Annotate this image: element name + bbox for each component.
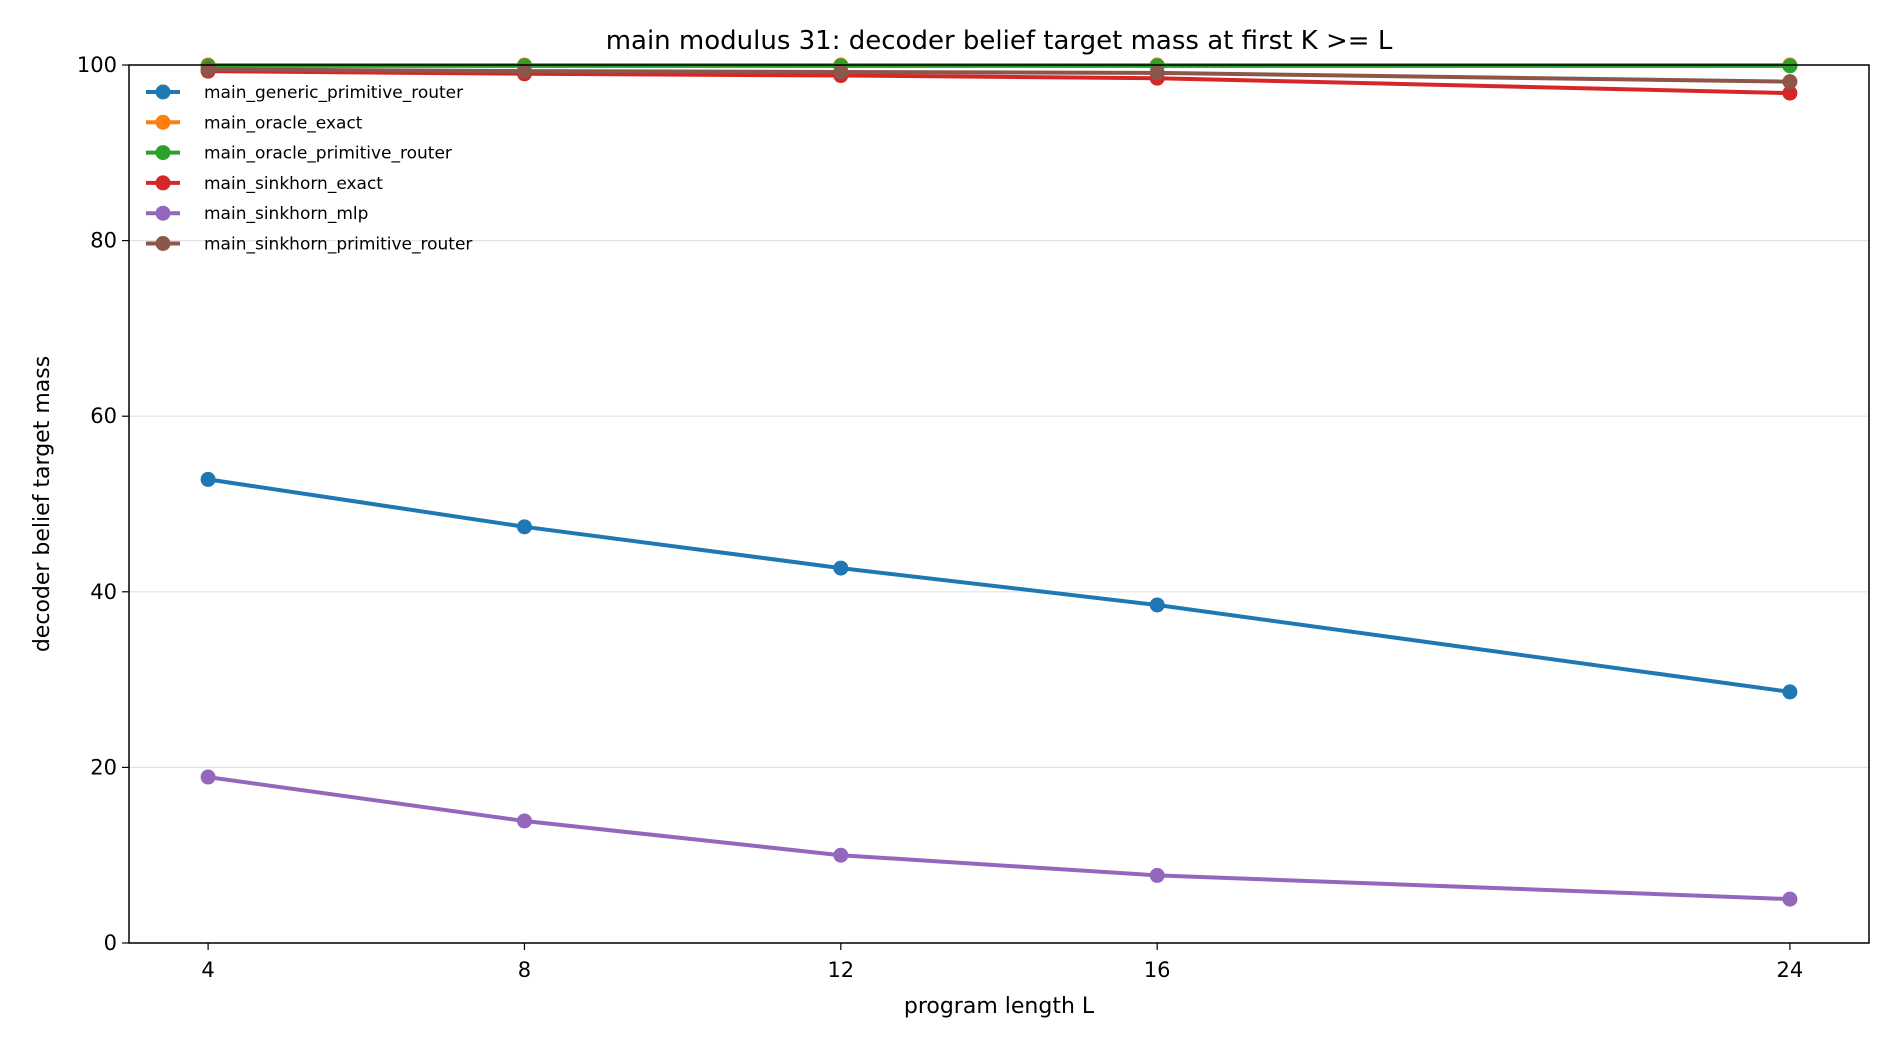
legend-label: main_sinkhorn_mlp [204,204,368,224]
legend: main_generic_primitive_router main_oracle… [146,83,472,255]
x-tick-label: 12 [827,958,854,982]
y-tick-label: 20 [90,755,117,779]
legend-label: main_oracle_exact [204,113,363,133]
legend-swatch-marker [155,236,171,251]
legend-swatch-marker [155,145,171,161]
data-point [1149,597,1165,613]
data-point [1782,74,1798,90]
chart-title: main modulus 31: decoder belief target m… [606,26,1393,56]
x-axis-label: program length L [904,994,1095,1019]
y-tick-label: 40 [90,580,117,604]
data-point [1782,85,1798,101]
legend-item: main_generic_primitive_router [146,83,463,103]
legend-item: main_sinkhorn_exact [146,174,383,194]
x-tick-label: 16 [1144,958,1171,982]
legend-item: main_oracle_exact [146,113,363,133]
series-main_generic_primitive_router [200,471,1798,700]
data-point [516,813,532,829]
data-point [1782,684,1798,700]
data-point [200,471,216,487]
legend-item: main_sinkhorn_primitive_router [146,235,472,255]
x-tick-label: 24 [1777,958,1804,982]
series-line [206,775,1792,902]
data-point [1782,58,1798,74]
series-main_sinkhorn_mlp [200,769,1798,907]
series-main_sinkhorn_primitive_router [200,61,1798,90]
legend-label: main_sinkhorn_exact [204,174,383,194]
data-point [200,769,216,785]
legend-swatch-marker [155,84,171,100]
data-point [516,63,532,79]
data-point [833,847,849,863]
legend-swatch-marker [155,175,171,191]
y-tick-label: 100 [77,53,117,77]
legend-swatch-marker [155,205,171,221]
x-tick-label: 8 [518,958,531,982]
y-axis-label: decoder belief target mass [30,356,55,652]
data-point [1149,867,1165,883]
data-point [833,560,849,576]
data-point [516,519,532,535]
legend-item: main_oracle_primitive_router [146,144,452,164]
y-tick-label: 80 [90,229,117,253]
legend-label: main_generic_primitive_router [204,83,463,103]
plot-frame [128,64,1870,944]
legend-label: main_sinkhorn_primitive_router [204,235,472,255]
legend-item: main_sinkhorn_mlp [146,204,368,224]
y-tick-label: 0 [104,931,117,955]
x-tick-label: 4 [201,958,214,982]
data-point [1149,65,1165,81]
series-group [200,57,1798,907]
data-point [200,61,216,77]
legend-label: main_oracle_primitive_router [204,144,452,164]
data-point [833,64,849,80]
grid-lines [129,64,1869,944]
y-tick-label: 60 [90,404,117,428]
series-line [206,477,1792,694]
data-point [1782,891,1798,907]
axes: 0 20 40 60 80 100 4 8 12 16 24 [77,53,1803,982]
legend-swatch-marker [155,114,171,130]
